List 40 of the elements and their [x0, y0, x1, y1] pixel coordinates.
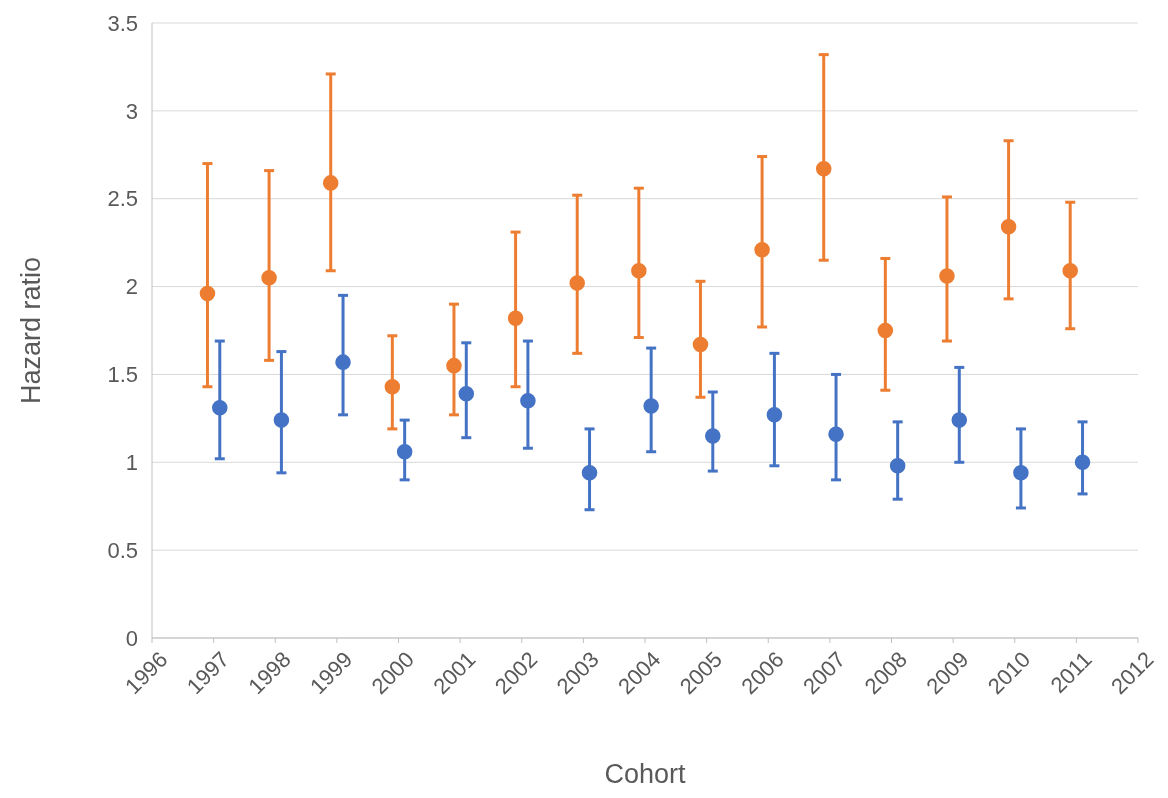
point [507, 310, 524, 326]
y-tick-label: 1.5 [107, 362, 138, 388]
point [273, 412, 290, 428]
point [520, 393, 536, 409]
point [828, 426, 844, 442]
y-tick-label: 0 [125, 625, 138, 651]
point [1074, 454, 1091, 471]
point [815, 161, 832, 177]
point [766, 407, 783, 423]
y-tick-label: 2 [125, 274, 138, 300]
point [384, 378, 401, 395]
y-tick-label: 1 [125, 449, 138, 475]
point [199, 285, 216, 302]
point [458, 386, 475, 402]
y-axis-title: Hazard ratio [16, 256, 46, 405]
point [643, 398, 659, 414]
point [261, 270, 277, 286]
point [692, 336, 709, 353]
point [877, 322, 894, 339]
point [889, 458, 906, 474]
point [569, 275, 585, 291]
y-tick-label: 3 [125, 98, 138, 124]
point [631, 263, 647, 279]
y-tick-label: 2.5 [107, 186, 138, 212]
point [939, 268, 955, 284]
point [446, 357, 462, 374]
point [212, 400, 228, 416]
point [335, 354, 351, 370]
y-tick-label: 3.5 [107, 10, 138, 36]
point [322, 175, 339, 191]
point [951, 412, 968, 428]
point [1062, 263, 1078, 279]
point [1000, 219, 1017, 235]
point [754, 241, 770, 258]
point [705, 428, 721, 444]
y-tick-label: 0.5 [107, 537, 138, 563]
point [581, 465, 598, 481]
x-axis-title: Cohort [604, 759, 687, 789]
point [396, 443, 413, 460]
point [1013, 465, 1029, 481]
